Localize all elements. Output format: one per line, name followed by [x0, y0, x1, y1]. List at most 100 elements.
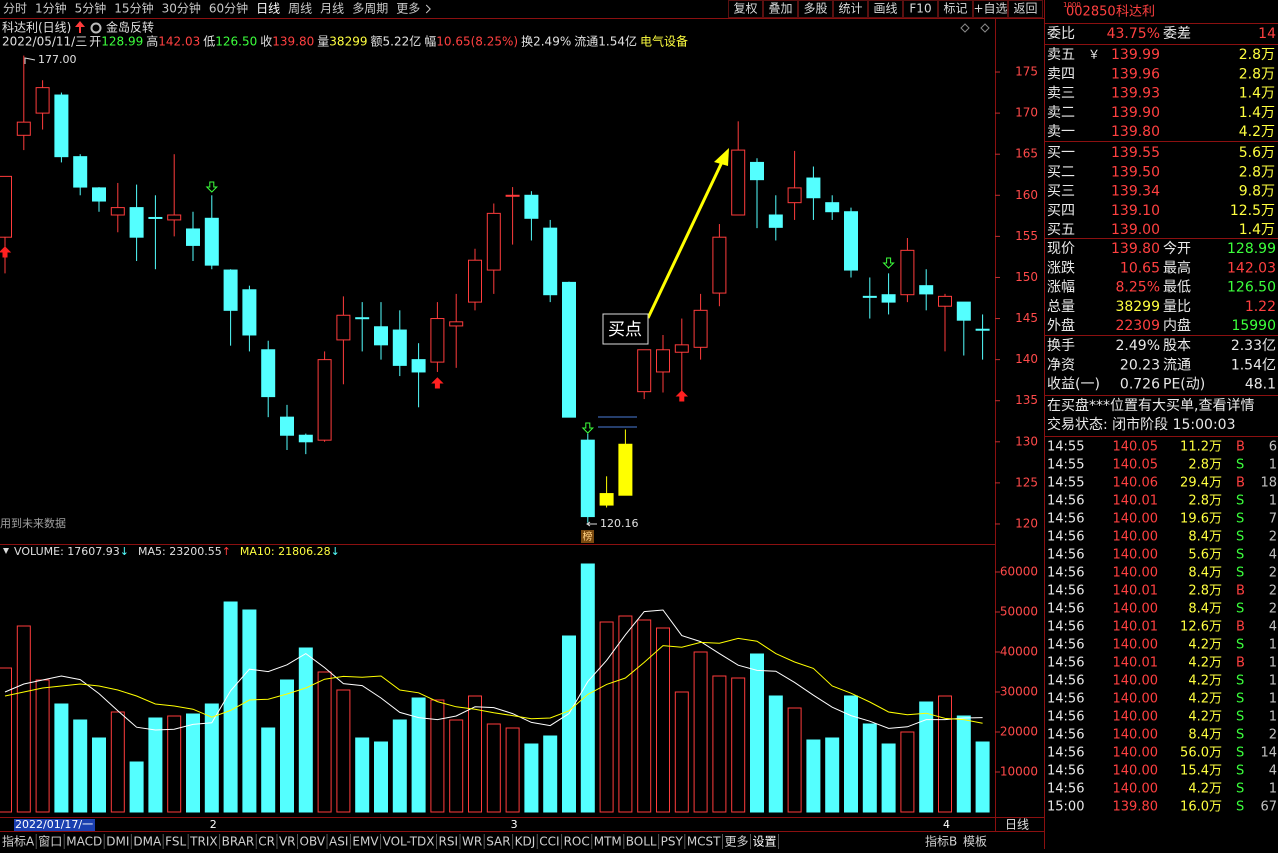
indicator-tab[interactable]: SAR	[486, 835, 510, 849]
stat-value: 139.80	[1111, 241, 1160, 257]
trade-volume: 8.4万	[1188, 602, 1222, 617]
trade-volume: 2.8万	[1188, 458, 1222, 473]
stat-value: 20.23	[1120, 357, 1160, 373]
period-tab[interactable]: 5分钟	[75, 1, 107, 16]
trade-time: 14:55	[1047, 476, 1084, 491]
indicator-tab[interactable]: RSI	[439, 835, 459, 849]
trade-side: S	[1236, 602, 1244, 617]
tool-button[interactable]	[903, 0, 938, 18]
tool-label[interactable]: 画线	[873, 2, 897, 16]
stat-label: 最低	[1163, 280, 1191, 296]
tool-label[interactable]: 统计	[838, 2, 862, 16]
trade-price: 140.05	[1113, 440, 1159, 455]
tool-label[interactable]: 多股	[803, 2, 827, 16]
indicator-tab[interactable]: CR	[258, 835, 275, 849]
vol-arrow: ↓	[331, 545, 340, 558]
quote-value: 43.75%	[1107, 26, 1160, 42]
indicator-tab[interactable]: PSY	[661, 835, 684, 849]
stat-value: 0.726	[1120, 377, 1160, 393]
tool-label[interactable]: 标记	[943, 2, 967, 16]
indicator-tab[interactable]: VOL-TDX	[383, 835, 435, 849]
volume-bar	[524, 743, 539, 813]
tool-label[interactable]: 复权	[733, 2, 757, 16]
y-tick-label: 175	[1015, 65, 1038, 79]
period-tab[interactable]: 日线	[256, 2, 280, 16]
volume-bar	[223, 601, 238, 813]
indicator-tab[interactable]: KDJ	[515, 835, 536, 849]
indicator-tab[interactable]: MTM	[594, 835, 622, 849]
volume-bar	[336, 689, 351, 813]
tool-button[interactable]	[973, 0, 1008, 18]
tool-label[interactable]: +自选	[973, 2, 1007, 16]
period-tab[interactable]: 60分钟	[209, 1, 248, 16]
period-tab[interactable]: 月线	[320, 2, 344, 16]
tool-label[interactable]: F10	[909, 2, 931, 16]
tool-button[interactable]	[868, 0, 903, 18]
stat-value: 2.33亿	[1231, 338, 1276, 354]
tool-button[interactable]	[798, 0, 833, 18]
candle-body	[468, 259, 482, 303]
tool-button[interactable]	[763, 0, 798, 18]
low-label: 120.16	[600, 517, 639, 530]
candle-body	[336, 314, 351, 341]
trade-volume: 8.4万	[1188, 728, 1222, 743]
candle-body	[562, 281, 576, 418]
tool-button[interactable]	[728, 0, 763, 18]
indicator-tab[interactable]: MACD	[66, 835, 102, 849]
indicator-tab[interactable]: ROC	[564, 835, 590, 849]
stat-label: 现价	[1047, 241, 1075, 257]
trade-price: 140.00	[1113, 674, 1159, 689]
indicator-tab[interactable]: 窗口	[38, 835, 62, 849]
indicator-tab[interactable]: EMV	[352, 835, 379, 849]
trade-price: 140.00	[1113, 530, 1159, 545]
notice[interactable]: 在买盘***位置有大买单,查看详情	[1047, 397, 1254, 414]
tool-button[interactable]	[833, 0, 868, 18]
volume-bar	[242, 609, 257, 813]
indicator-tab[interactable]: 更多	[725, 835, 749, 849]
indicator-tab[interactable]: VR	[279, 835, 296, 849]
indicator-tab[interactable]: DMA	[133, 835, 162, 849]
info-label: 幅	[424, 34, 436, 49]
period-tab[interactable]: 15分钟	[114, 1, 153, 16]
candle-body	[862, 295, 877, 298]
order-volume: 2.8万	[1239, 164, 1275, 180]
period-tab[interactable]: 多周期	[352, 2, 388, 16]
indicator-tab[interactable]: 设置	[753, 835, 777, 849]
trade-volume: 8.4万	[1188, 530, 1222, 545]
candle-body	[374, 326, 388, 346]
period-tab[interactable]: 周线	[288, 2, 312, 16]
volume-bar	[580, 563, 595, 813]
indicator-tab[interactable]: BRAR	[222, 835, 255, 849]
candle-body	[731, 149, 746, 216]
indicator-tab[interactable]: DMI	[106, 835, 129, 849]
indicator-tab[interactable]: 指标B	[925, 834, 957, 849]
indicator-tab[interactable]: MCST	[687, 835, 721, 849]
tool-button[interactable]	[938, 0, 973, 18]
indicator-tab[interactable]: 指标A	[2, 834, 35, 849]
period-tab[interactable]: 更多	[396, 2, 420, 16]
trade-price: 140.00	[1113, 728, 1159, 743]
tool-label[interactable]: 返回	[1013, 2, 1037, 16]
info-value: 10.65(8.25%)	[436, 35, 518, 49]
order-price: 139.50	[1111, 164, 1160, 180]
volume-bar	[0, 667, 12, 813]
indicator-tab[interactable]: BOLL	[626, 835, 657, 849]
indicator-tab[interactable]: WR	[462, 835, 482, 849]
indicator-tab[interactable]: TRIX	[189, 835, 217, 849]
trade-time: 14:56	[1047, 764, 1084, 779]
trade-count: 1	[1269, 638, 1277, 653]
period-tab[interactable]: 30分钟	[162, 1, 201, 16]
indicator-tab[interactable]: OBV	[300, 835, 326, 849]
period-tab[interactable]: 分时	[3, 2, 27, 16]
indicator-tab[interactable]: CCI	[539, 835, 559, 849]
pattern-name: 金岛反转	[106, 20, 154, 35]
indicator-tab[interactable]: 模板	[963, 835, 987, 849]
stat-value: 48.1	[1245, 377, 1276, 393]
period-tab[interactable]: 1分钟	[35, 1, 67, 16]
indicator-tab[interactable]: ASI	[329, 835, 348, 849]
tool-button[interactable]	[1008, 0, 1043, 18]
tool-label[interactable]: 叠加	[768, 2, 792, 16]
candle-body	[900, 249, 915, 296]
indicator-tab[interactable]: FSL	[165, 835, 186, 849]
info-label: 收	[260, 35, 272, 49]
